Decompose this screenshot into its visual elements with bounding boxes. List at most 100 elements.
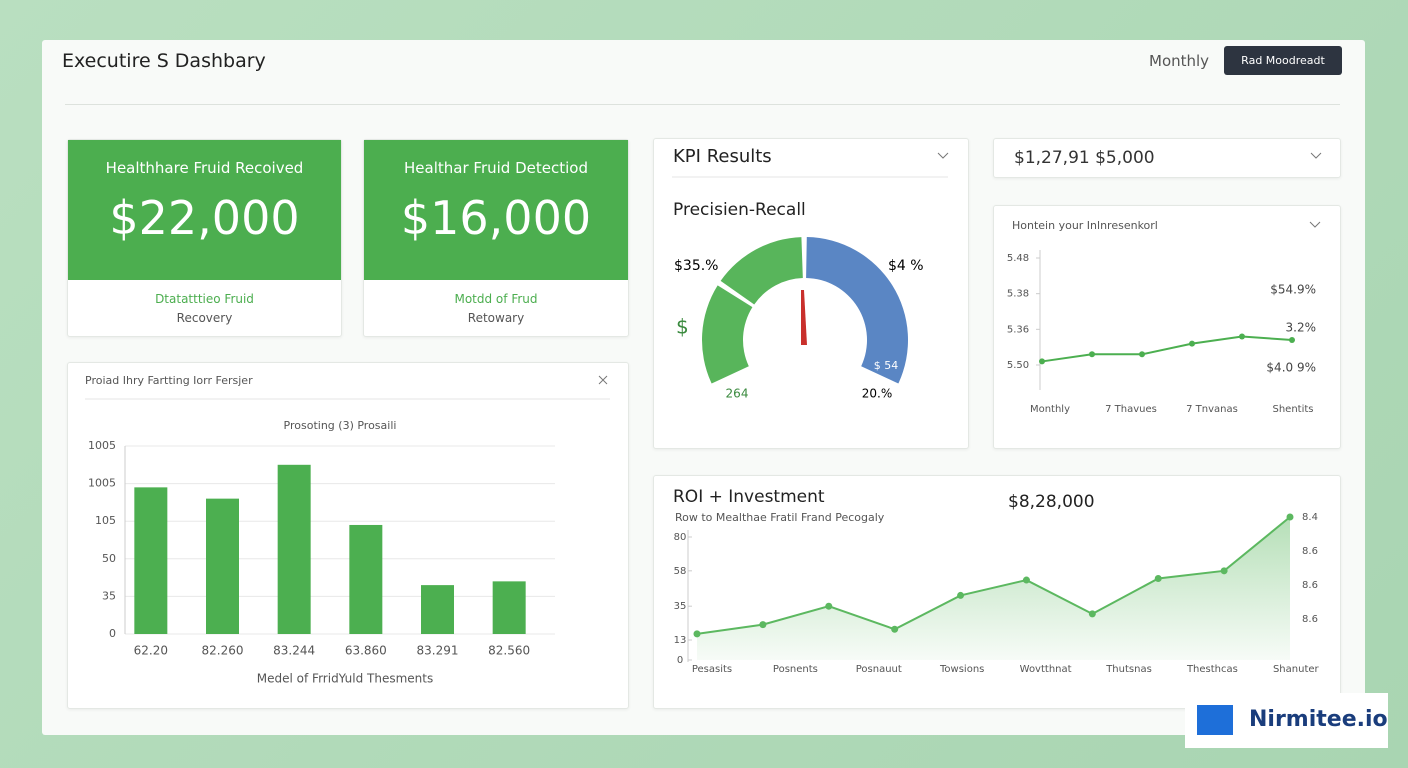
y-tick-label: 58 [674, 566, 687, 577]
y-tick-label: 0 [677, 655, 683, 666]
kpi-panel [653, 138, 969, 449]
card-head: Healthhare Fruid Recoived $22,000 [68, 140, 341, 280]
x-tick-label: Thesthcas [1186, 664, 1238, 675]
annotation: $54.9% [1270, 283, 1316, 297]
annotation: 3.2% [1286, 321, 1317, 335]
card-caption: Motdd of Frud [454, 292, 538, 306]
gauge-arc [720, 237, 803, 305]
period[interactable]: Monthly [1149, 52, 1210, 70]
chart-title: Hontein your Inlnresenkorl [1012, 219, 1158, 232]
kpi-title: KPI Results [673, 146, 772, 167]
bar [277, 464, 311, 634]
x-tick-label: Thutsnas [1105, 664, 1152, 675]
card: Healthhare Fruid Recoived $22,000 Dtatat… [67, 139, 342, 337]
x-tick-label: 7 Thavues [1105, 404, 1157, 415]
x-axis-label: Medel of FrridYuld Thesments [257, 672, 433, 686]
y-tick-label: 1005 [88, 477, 116, 490]
divider [65, 104, 1340, 105]
x-tick-label: 7 Tnvanas [1186, 404, 1238, 415]
right-label: 8.4 [1302, 512, 1318, 523]
card-caption: Dtatatttieo Fruid [155, 292, 254, 306]
gauge-label: $ [676, 315, 689, 339]
bar [134, 487, 168, 634]
point [1189, 340, 1195, 347]
y-tick-label: 5.36 [1007, 324, 1029, 335]
chevron [1310, 152, 1322, 159]
chevron [1309, 221, 1321, 228]
point [693, 630, 701, 638]
bar [421, 585, 454, 634]
page-title: Executire S Dashbary [62, 50, 266, 72]
brand-box: Nirmitee.io [1185, 693, 1388, 748]
point [1239, 333, 1245, 340]
card-head: Healthar Fruid Detectiod $16,000 [364, 140, 628, 280]
y-tick-label: 35 [674, 601, 687, 612]
point [1039, 358, 1045, 365]
gauge-arc [806, 237, 908, 384]
trend-panel [993, 205, 1341, 449]
x-tick-label: 83.291 [417, 644, 459, 658]
point [759, 621, 767, 629]
y-tick-label: 13 [674, 635, 687, 646]
x-tick-label: Posnents [773, 664, 818, 675]
brand-logo [1197, 705, 1233, 735]
y-tick-label: 35 [102, 589, 116, 602]
y-tick-label: 5.48 [1007, 253, 1029, 264]
annotation: $8,28,000 [1008, 492, 1095, 512]
x-tick-label: Shanuter [1273, 664, 1320, 675]
x-tick-label: Wovtthnat [1020, 664, 1072, 675]
close-icon[interactable] [598, 375, 608, 385]
y-tick-label: 0 [109, 627, 116, 640]
gauge-label: $4 % [888, 258, 924, 274]
bar [206, 498, 239, 634]
x-tick-label: Shentits [1272, 404, 1313, 415]
chart-subtitle: Row to Mealthae Fratil Frand Pecogaly [675, 511, 885, 524]
x-tick-label: Monthly [1030, 404, 1070, 415]
x-tick-label: 82.260 [202, 644, 244, 658]
y-tick-label: 105 [95, 514, 116, 527]
right-label: 8.6 [1302, 546, 1318, 557]
point [1089, 351, 1095, 358]
point [1286, 513, 1294, 521]
gauge-label: 20.% [862, 387, 893, 401]
card-caption: Recovery [176, 311, 233, 325]
card-value: $16,000 [400, 191, 592, 245]
card-caption: Retowary [467, 311, 525, 325]
right-label: 8.6 [1302, 614, 1318, 625]
y-tick-label: 80 [674, 532, 687, 543]
y-tick-label: 5.38 [1007, 289, 1029, 300]
x-tick-label: 83.244 [273, 644, 315, 658]
y-tick-label: 5.50 [1007, 360, 1029, 371]
point [1022, 576, 1030, 584]
point [891, 625, 899, 633]
point [825, 602, 833, 610]
dropdown[interactable]: $1,27,91 $5,000 [993, 138, 1341, 178]
card-value: $22,000 [109, 191, 300, 245]
bar [349, 524, 383, 634]
point [1154, 575, 1162, 583]
x-tick-label: Towsions [939, 664, 984, 675]
card: Healthar Fruid Detectiod $16,000 Motdd o… [363, 139, 629, 337]
chart-subtitle: Prosoting (3) Prosaili [284, 419, 397, 432]
point [1220, 567, 1228, 575]
kpi-subtitle: Precisien-Recall [673, 200, 806, 220]
brand-name: Nirmitee.io [1249, 707, 1388, 732]
card-title: Healthhare Fruid Recoived [105, 159, 304, 177]
annotation: $4.0 9% [1266, 361, 1316, 375]
x-tick-label: 63.860 [345, 644, 387, 658]
chevron [937, 152, 949, 159]
point [1088, 610, 1096, 618]
bar [492, 581, 526, 634]
gauge-label: 264 [726, 387, 749, 401]
chart-title: Proiad Ihry Fartting Iorr Fersjer [85, 374, 253, 387]
gauge [701, 237, 908, 384]
point [957, 591, 965, 599]
gauge-label: $35.% [674, 258, 718, 274]
line [1041, 335, 1293, 363]
menu-button[interactable]: Rad Moodreadt [1224, 46, 1342, 75]
y-tick-label: 1005 [88, 439, 116, 452]
chart-title: ROI + Investment [673, 487, 825, 507]
right-label: 8.6 [1302, 580, 1318, 591]
